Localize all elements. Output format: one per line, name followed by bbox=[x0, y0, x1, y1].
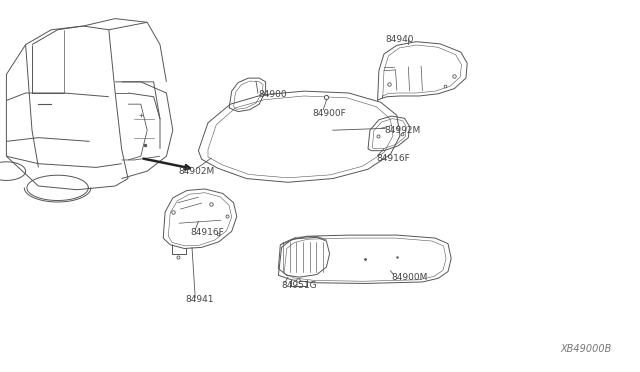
Text: 84900: 84900 bbox=[258, 90, 287, 99]
Text: 84951G: 84951G bbox=[282, 281, 317, 290]
Text: XB49000B: XB49000B bbox=[560, 344, 611, 354]
Text: 84941: 84941 bbox=[186, 295, 214, 304]
Text: 84916F: 84916F bbox=[191, 228, 225, 237]
Text: 84902M: 84902M bbox=[178, 167, 214, 176]
Text: 84940: 84940 bbox=[385, 35, 414, 44]
Text: 84916F: 84916F bbox=[376, 154, 410, 163]
Text: 84900F: 84900F bbox=[312, 109, 346, 118]
Text: 84900M: 84900M bbox=[392, 273, 428, 282]
Text: 84992M: 84992M bbox=[384, 126, 420, 135]
